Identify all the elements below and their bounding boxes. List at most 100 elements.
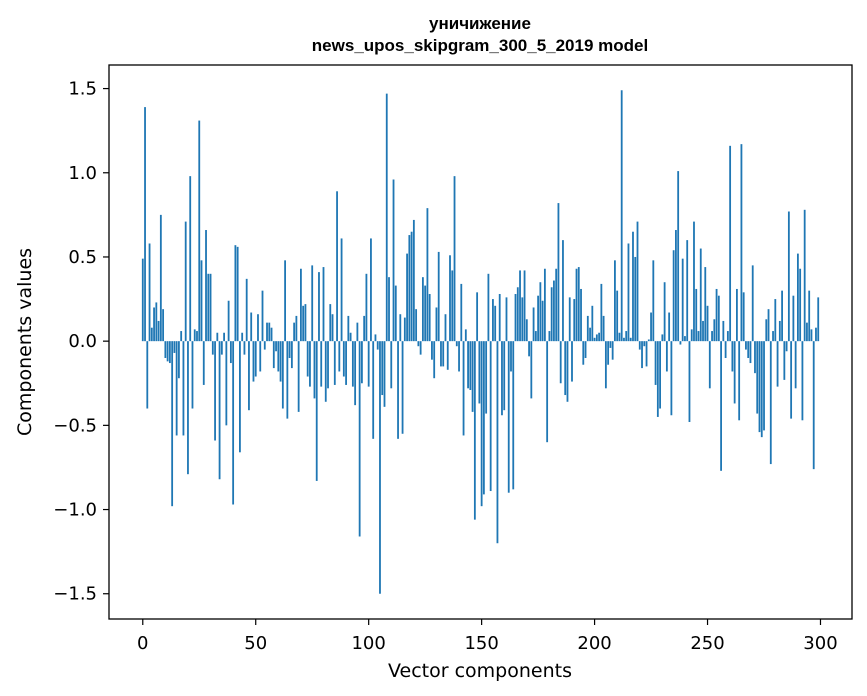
bar	[268, 322, 271, 342]
bar	[485, 341, 488, 414]
bar	[681, 258, 684, 342]
bar	[146, 341, 149, 409]
bar	[501, 341, 503, 416]
bar	[331, 314, 334, 342]
bar	[408, 235, 411, 342]
bar	[374, 334, 377, 342]
bar	[205, 230, 207, 342]
bar	[340, 238, 343, 342]
bar	[329, 304, 332, 342]
x-tick-label: 50	[244, 633, 267, 654]
bar	[435, 307, 438, 342]
bar	[318, 272, 320, 342]
bar	[356, 322, 359, 342]
bar	[503, 341, 506, 411]
bar	[191, 341, 194, 409]
bar	[562, 240, 564, 342]
bar	[523, 270, 526, 342]
bar	[600, 283, 603, 342]
bar	[672, 250, 675, 342]
bar	[270, 327, 273, 342]
bar	[372, 341, 375, 439]
bar	[390, 341, 393, 389]
bar	[324, 341, 327, 402]
bar	[548, 331, 551, 342]
bar	[589, 327, 591, 342]
bar	[494, 305, 497, 342]
y-tick-label: 1.5	[68, 79, 97, 100]
bar	[302, 305, 305, 342]
bar	[699, 248, 702, 342]
bar	[309, 341, 311, 387]
bar	[505, 297, 508, 342]
bar	[254, 341, 257, 377]
bar	[543, 268, 546, 342]
bar	[166, 341, 169, 362]
bar	[704, 267, 707, 342]
bar	[539, 282, 542, 342]
bar	[602, 315, 605, 342]
bar	[412, 219, 415, 342]
bar	[742, 292, 745, 342]
bar	[629, 337, 632, 342]
bar	[726, 331, 729, 342]
bar	[482, 341, 485, 495]
bar	[806, 322, 808, 342]
bar	[248, 341, 250, 411]
bar	[349, 332, 352, 342]
bar	[620, 90, 623, 342]
bar	[288, 341, 291, 358]
bar	[580, 288, 582, 342]
bar	[189, 176, 192, 342]
bar	[591, 305, 594, 342]
bar	[449, 255, 451, 342]
bar	[618, 332, 621, 342]
bar	[275, 341, 277, 352]
bar	[467, 341, 469, 389]
bar	[385, 93, 388, 342]
bar	[717, 295, 720, 342]
bar	[794, 341, 797, 389]
bar	[286, 341, 289, 419]
bar	[245, 278, 248, 342]
bar	[659, 341, 661, 409]
bar	[437, 251, 440, 342]
bar	[559, 341, 562, 384]
bar	[643, 341, 646, 347]
bar	[593, 337, 596, 342]
bar	[417, 341, 420, 347]
chart-title-line1: уничижение	[429, 14, 531, 33]
bar	[451, 270, 454, 342]
bar	[338, 341, 341, 372]
bar	[776, 341, 779, 387]
bar	[394, 285, 397, 342]
bar	[471, 341, 474, 412]
bar	[632, 231, 634, 342]
bar	[320, 341, 323, 387]
bar	[492, 299, 494, 342]
bar	[489, 341, 492, 492]
bar	[322, 267, 325, 342]
bar	[379, 341, 381, 594]
bar	[187, 341, 189, 475]
bar	[751, 265, 754, 342]
bar	[487, 273, 490, 342]
bar	[611, 341, 614, 360]
bar	[521, 297, 524, 342]
bar	[745, 341, 747, 350]
bar	[406, 253, 408, 342]
bar	[290, 341, 293, 369]
bar	[668, 312, 671, 342]
bar	[277, 341, 280, 372]
bar	[460, 283, 463, 342]
bar	[796, 253, 799, 342]
bar-series	[141, 90, 820, 594]
y-axis-ticks: −1.5 −1.0 −0.5 0.0 0.5 1.0 1.5	[53, 79, 109, 605]
bar	[182, 341, 185, 436]
bar	[774, 299, 777, 342]
bar	[227, 300, 230, 342]
bar	[677, 171, 680, 342]
bar	[706, 305, 709, 342]
bar	[519, 270, 521, 342]
